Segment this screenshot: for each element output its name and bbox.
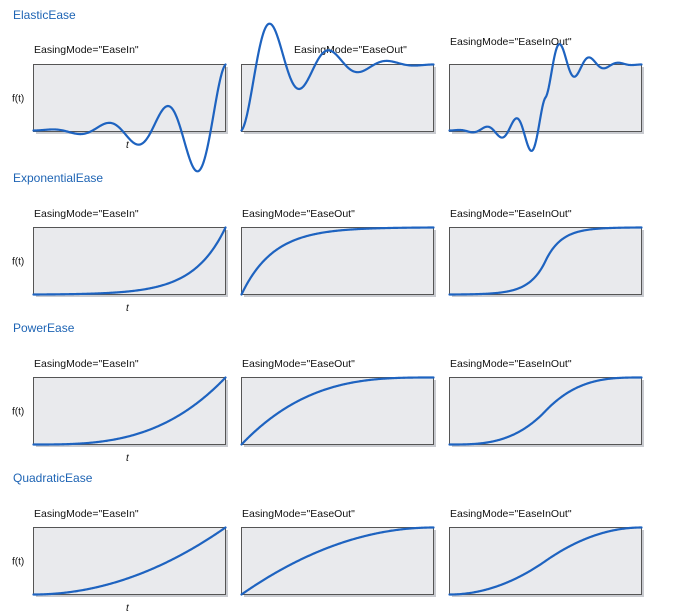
easing-curve	[240, 526, 435, 596]
section-quadraticease: QuadraticEase f(t) t EasingMode="EaseIn" Eas…	[12, 471, 644, 613]
plot-area	[33, 377, 226, 445]
section-powerease: PowerEase f(t) t EasingMode="EaseIn" EasingM…	[12, 321, 644, 464]
mode-label: EasingMode="EaseIn"	[34, 44, 139, 56]
plot-area	[241, 64, 434, 132]
mode-label: EasingMode="EaseIn"	[34, 508, 139, 520]
mode-label: EasingMode="EaseOut"	[242, 508, 355, 520]
easing-curve	[240, 376, 435, 446]
plot-out: EasingMode="EaseOut"	[240, 358, 436, 447]
section-title: ExponentialEase	[13, 171, 103, 185]
plot-inout: EasingMode="EaseInOut"	[448, 36, 644, 152]
y-axis-label: f(t)	[12, 94, 24, 105]
y-axis-label: f(t)	[12, 257, 24, 268]
section-title: ElasticEase	[13, 8, 76, 22]
easing-curve	[32, 526, 227, 596]
easing-curve	[448, 526, 643, 596]
mode-label: EasingMode="EaseInOut"	[450, 36, 572, 48]
plot-area	[33, 64, 226, 132]
y-axis-label: f(t)	[12, 407, 24, 418]
mode-label: EasingMode="EaseInOut"	[450, 508, 572, 520]
plot-area	[241, 377, 434, 445]
easing-curve	[240, 226, 435, 296]
section-elasticease: ElasticEase f(t) t EasingMode="EaseIn" Easin…	[12, 8, 644, 173]
easing-curve	[448, 43, 643, 152]
easing-curve	[32, 226, 227, 296]
mode-label: EasingMode="EaseInOut"	[450, 208, 572, 220]
easing-curve	[32, 376, 227, 446]
plot-area	[33, 527, 226, 595]
x-axis-label: t	[126, 453, 130, 464]
x-axis-label: t	[126, 303, 130, 314]
plot-in: EasingMode="EaseIn"	[32, 44, 228, 173]
x-axis-label: t	[126, 603, 130, 613]
x-axis-label: t	[126, 140, 130, 151]
section-title: QuadraticEase	[13, 471, 93, 485]
mode-label: EasingMode="EaseIn"	[34, 358, 139, 370]
plot-in: EasingMode="EaseIn"	[32, 208, 228, 297]
mode-label: EasingMode="EaseInOut"	[450, 358, 572, 370]
plot-area	[241, 227, 434, 295]
mode-label: EasingMode="EaseOut"	[242, 358, 355, 370]
section-exponentialease: ExponentialEase f(t) t EasingMode="EaseIn" E…	[12, 171, 644, 314]
plot-inout: EasingMode="EaseInOut"	[448, 508, 644, 597]
easing-curve	[240, 22, 435, 132]
plot-out: EasingMode="EaseOut"	[240, 208, 436, 297]
mode-label: EasingMode="EaseIn"	[34, 208, 139, 220]
plot-area	[241, 527, 434, 595]
easing-curve	[448, 376, 643, 446]
easing-curve	[448, 226, 643, 296]
mode-label: EasingMode="EaseOut"	[294, 44, 407, 56]
plot-out: EasingMode="EaseOut"	[240, 508, 436, 597]
easing-curve	[32, 63, 227, 173]
mode-label: EasingMode="EaseOut"	[242, 208, 355, 220]
plot-out: EasingMode="EaseOut"	[240, 22, 436, 134]
plot-inout: EasingMode="EaseInOut"	[448, 208, 644, 297]
plot-in: EasingMode="EaseIn"	[32, 358, 228, 447]
y-axis-label: f(t)	[12, 557, 24, 568]
plot-area	[33, 227, 226, 295]
plot-inout: EasingMode="EaseInOut"	[448, 358, 644, 447]
plot-in: EasingMode="EaseIn"	[32, 508, 228, 597]
section-title: PowerEase	[13, 321, 75, 335]
